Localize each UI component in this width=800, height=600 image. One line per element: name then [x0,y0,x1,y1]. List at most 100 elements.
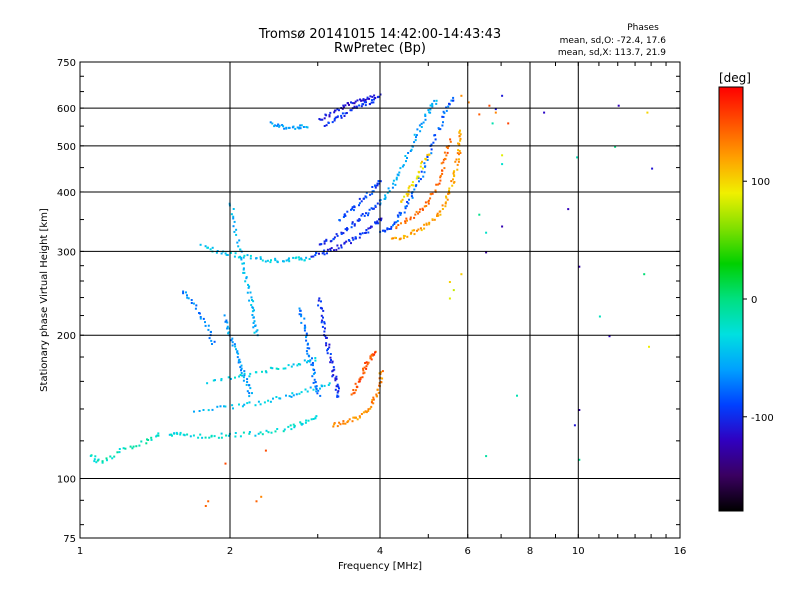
data-point [390,237,393,240]
data-point [252,316,255,319]
data-point [135,445,138,448]
data-point [362,98,365,101]
data-point [277,123,280,126]
data-point [229,251,232,254]
data-point [220,436,223,439]
y-tick-label: 400 [57,188,76,199]
data-point [324,113,327,116]
data-point [249,291,252,294]
data-point [443,112,446,115]
data-point [247,286,250,289]
data-point [427,202,430,205]
data-point [310,363,313,366]
data-point [254,434,257,437]
data-point [410,195,413,198]
data-point [353,416,356,419]
data-point [371,99,373,102]
data-point [429,104,432,107]
data-point [300,258,303,261]
data-point [321,118,324,121]
data-point [342,422,345,425]
data-point [364,104,367,107]
data-point [361,213,364,215]
data-point [292,423,295,426]
data-point [140,440,143,443]
data-point [336,234,339,237]
data-point [380,381,382,384]
data-point [354,382,357,385]
chart-subtitle: RwPretec (Bp) [334,41,426,56]
data-point [210,339,213,342]
data-point [96,459,99,462]
data-point [237,361,240,364]
data-point [370,101,373,104]
data-point [454,160,457,163]
data-point [271,367,274,370]
data-point [185,291,187,294]
data-point [445,195,447,198]
data-point [432,141,435,144]
data-point [444,157,446,160]
data-point [367,227,370,230]
data-point [364,232,367,234]
data-point [116,451,119,454]
data-point [431,102,434,105]
data-point [276,124,279,127]
data-point [379,180,382,183]
data-point [317,304,320,307]
data-point [339,423,342,426]
data-point [302,126,305,128]
data-point [353,206,356,209]
data-point [192,302,195,305]
data-point [425,222,428,225]
data-point [501,225,504,228]
data-point [234,432,237,434]
data-point [356,418,359,421]
data-point [422,208,424,211]
data-point [404,222,407,224]
data-point [349,109,352,112]
data-point [321,307,323,310]
data-point [337,385,340,388]
data-point [407,187,410,189]
data-point [208,337,211,340]
data-point [453,174,456,177]
colorbar [719,87,743,511]
data-point [342,216,345,218]
data-point [423,171,426,174]
data-point [458,150,461,152]
data-point [352,389,355,391]
data-point [234,435,237,438]
data-point [251,392,253,395]
data-point [179,431,182,434]
data-point [232,407,234,410]
data-point [204,436,207,439]
data-point [418,171,420,174]
data-point [336,391,339,394]
data-point [312,381,315,384]
data-point [390,225,393,228]
data-point [118,448,121,450]
data-point [187,297,190,300]
data-point [285,394,287,397]
data-point [257,400,260,403]
data-point [360,214,363,217]
data-point [420,229,423,232]
data-point [325,124,328,127]
data-point [358,415,361,418]
data-point [396,220,399,222]
data-point [307,360,310,362]
data-point [245,277,248,280]
data-point [345,240,348,243]
data-point [204,245,207,248]
data-point [397,224,400,226]
data-point [494,111,497,114]
y-ticks: 75 100 200 300 400 500 600 750 [57,58,680,545]
data-point [192,434,195,437]
data-point [138,444,141,447]
data-point [366,97,369,100]
data-point [238,239,241,242]
data-point [373,98,375,101]
data-point [240,258,243,261]
data-point [363,100,366,103]
